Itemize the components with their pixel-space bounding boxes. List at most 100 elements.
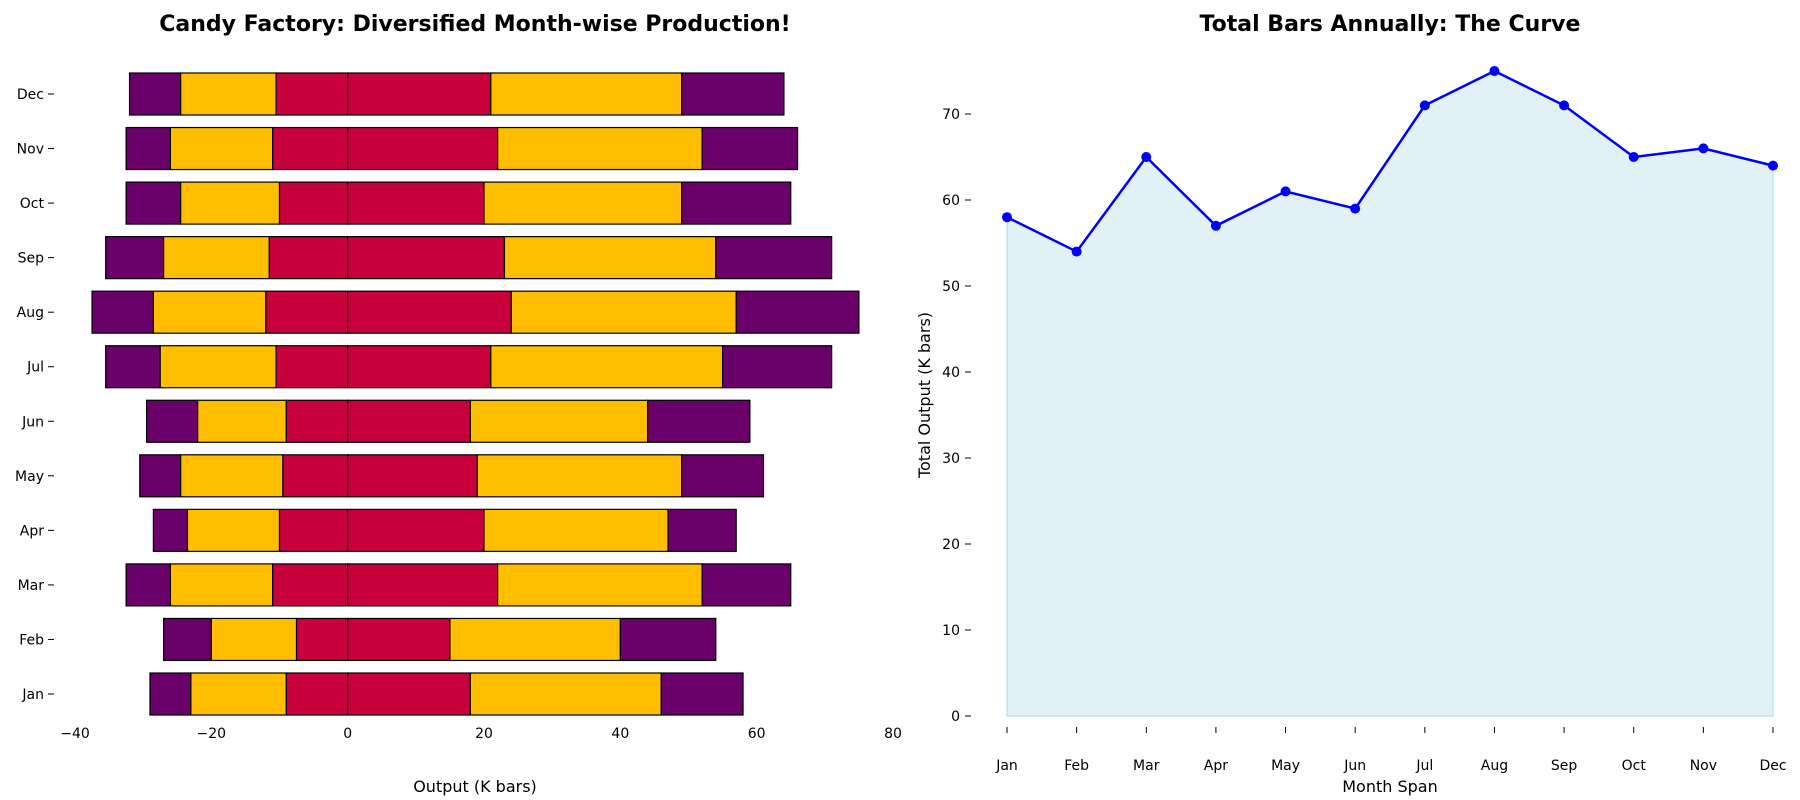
area-fill-group [1002,66,1778,717]
bar-segment-jan-1 [190,672,287,716]
data-point-mar [1141,152,1152,162]
bar-segment-jul-5 [721,345,833,389]
y-tick-label: 10 [942,623,960,639]
bar-segment-sep-2 [268,236,349,280]
bar-segment-jun-5 [646,399,751,443]
data-point-sep [1559,100,1570,111]
x-tick-label: Oct [1622,758,1647,774]
y-tick-label: May [15,469,44,485]
bar-segment-aug-3 [347,290,512,334]
bar-segment-apr-1 [186,508,281,552]
bar-segment-apr-4 [483,508,669,552]
y-tick-label: 30 [942,451,960,467]
y-tick-label: Nov [17,142,44,158]
bar-segment-aug-4 [510,290,737,334]
x-tick-label: 0 [343,726,352,742]
bar-segment-sep-0 [105,236,165,280]
y-tick-label: Mar [18,578,45,594]
bar-segment-apr-0 [152,508,189,552]
series-line [1006,69,1774,254]
bar-segment-sep-5 [715,236,833,280]
bar-segment-jan-4 [469,672,662,716]
y-tick-label: Jul [26,360,44,376]
y-tick-label: Feb [19,632,44,648]
bar-segment-may-2 [282,454,349,498]
bar-segment-jul-0 [105,345,161,389]
data-point-aug [1489,66,1500,76]
data-point-oct [1628,152,1639,162]
bar-segment-oct-0 [125,181,182,225]
x-axis: −40 −20 0 20 40 60 80 [60,726,902,742]
area-fill [1006,70,1774,717]
right-y-axis-label: Total Output (K bars) [915,312,934,479]
x-tick-label: Jan [995,758,1018,774]
x-tick-label: Feb [1064,758,1089,774]
data-point-may [1280,186,1291,197]
bar-segment-aug-5 [735,290,860,334]
y-tick-label: Oct [20,196,45,212]
x-tick-label: Nov [1690,758,1717,774]
bar-segment-nov-5 [701,126,799,171]
bar-segment-may-5 [681,454,765,498]
bar-segment-oct-4 [483,181,683,225]
bar-segment-feb-0 [163,617,212,662]
bar-segments [91,72,860,716]
bar-segment-may-0 [139,454,182,498]
bar-segment-nov-0 [125,126,172,171]
bar-segment-dec-5 [681,72,785,116]
data-point-nov [1698,143,1709,154]
data-point-jun [1350,203,1361,214]
y-tick-label: Aug [17,305,44,321]
x-tick-label: 60 [748,726,766,742]
bar-segment-nov-2 [272,126,349,171]
x-tick-label: Jun [1343,758,1366,774]
bar-segment-mar-4 [497,563,703,607]
x-axis: Jan Feb Mar Apr May Jun Jul Aug Sep Oct Nov Dec [995,727,1787,774]
bar-segment-oct-1 [180,181,281,225]
bar-segment-may-1 [180,454,284,498]
y-tick-label: 40 [942,365,960,381]
bar-segment-jan-3 [347,672,471,716]
y-tick-label: Sep [18,251,45,267]
x-tick-label: May [1271,758,1300,774]
bar-segment-jun-0 [145,399,199,443]
bar-segment-dec-0 [128,72,182,116]
data-point-jan [1002,212,1012,223]
x-tick-label: −40 [60,726,90,742]
bar-segment-jan-5 [660,672,744,716]
bar-segment-jul-1 [159,345,277,389]
bar-segment-dec-3 [347,72,492,116]
bar-segment-mar-5 [701,563,792,607]
x-tick-label: 80 [884,726,902,742]
data-point-feb [1071,246,1082,257]
y-tick-label: 50 [942,279,960,295]
bar-segment-feb-2 [295,617,349,662]
bar-segment-dec-4 [490,72,683,116]
x-tick-label: Jul [1415,758,1433,774]
bar-segment-oct-3 [347,181,485,225]
bar-segment-jun-4 [469,399,649,443]
y-tick-label: Dec [17,87,44,103]
bar-segment-nov-3 [347,126,499,171]
y-tick-label: 20 [942,537,960,553]
x-tick-label: Apr [1204,758,1228,774]
category-axis: Jan Feb Mar Apr May Jun Jul Aug Sep Oct Nov Dec [15,87,54,703]
bar-segment-sep-1 [163,236,270,280]
y-tick-label: 0 [951,709,960,725]
bar-segment-jul-4 [490,345,724,389]
bar-segment-feb-5 [619,617,717,662]
bar-segment-dec-1 [180,72,277,116]
bar-segment-may-3 [347,454,478,498]
bar-segment-nov-1 [169,126,274,171]
diverging-bar-chart: Candy Factory: Diversified Month-wise Pr… [15,12,902,796]
y-axis: 0 10 20 30 40 50 60 70 [942,107,971,725]
bar-segment-apr-5 [667,508,737,552]
x-tick-label: Dec [1759,758,1786,774]
x-tick-label: Aug [1481,758,1508,774]
bar-segment-jul-3 [347,345,492,389]
data-point-apr [1210,220,1221,231]
y-tick-label: Jun [21,414,44,430]
left-x-axis-label: Output (K bars) [413,777,537,796]
bar-segment-jun-3 [347,399,471,443]
